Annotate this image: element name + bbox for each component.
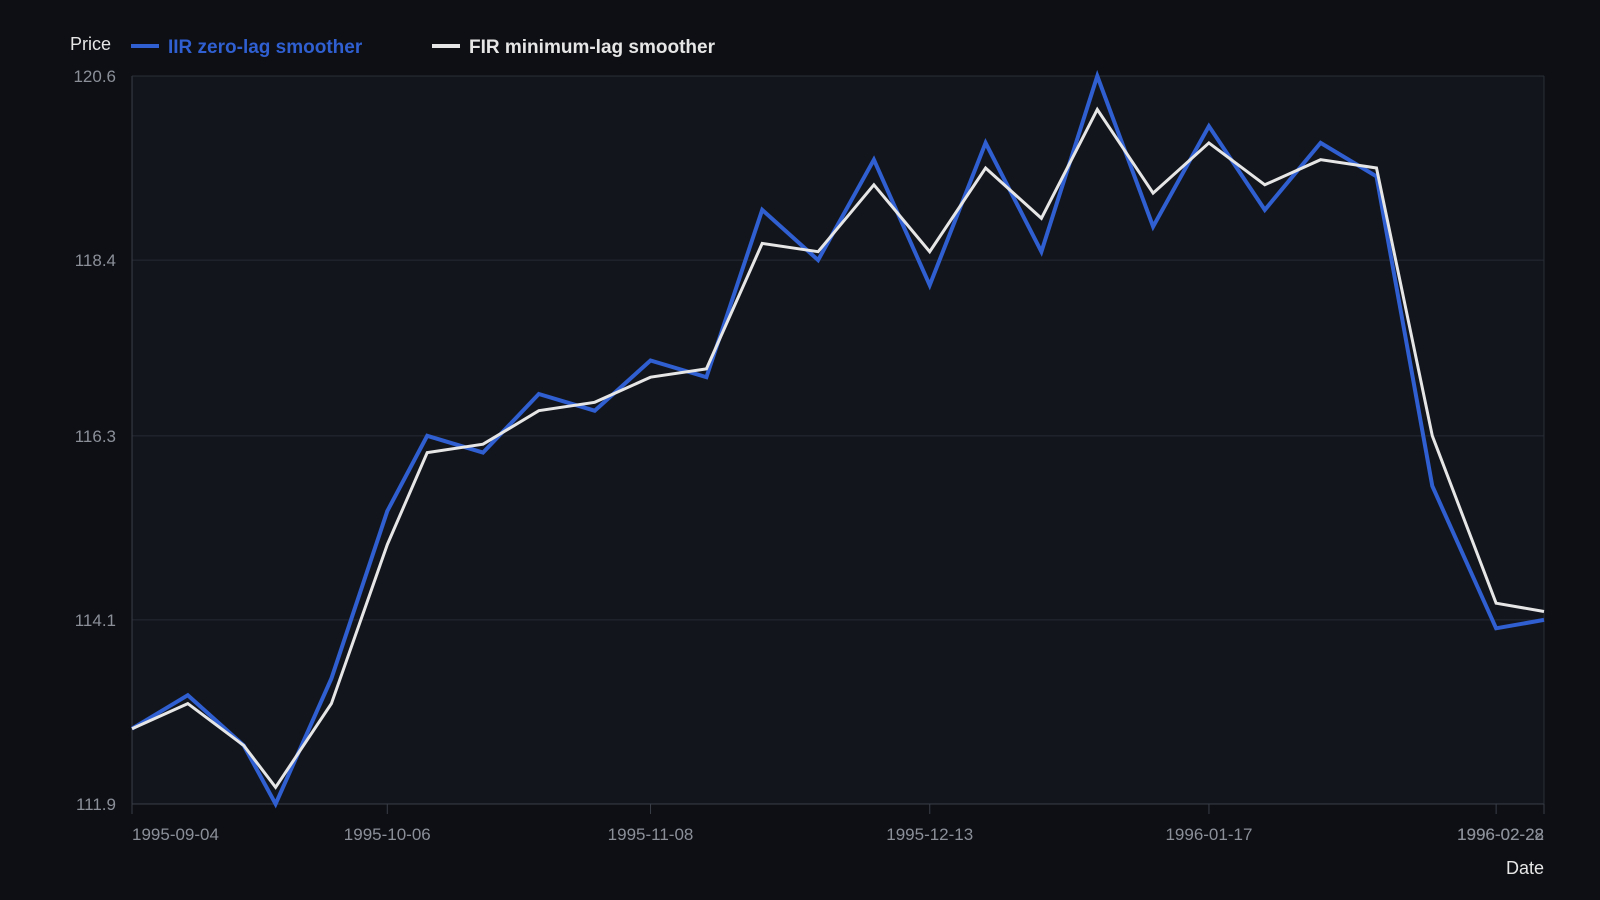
legend-entry-iir: IIR zero-lag smoother [168,37,363,58]
y-tick-label: 116.3 [75,427,116,446]
x-tick-label: 1996-02-28 [1457,825,1544,844]
series [130,69,1545,809]
series-line-fir [131,106,1545,790]
plot-area [132,76,1544,804]
axes [131,75,1545,805]
y-axis-label: Price [70,34,111,54]
x-tick-label: 1995-12-13 [886,825,973,844]
series-line-iir [130,69,1545,809]
y-tick-label: 114.1 [75,611,116,630]
x-tick-label: 1996-02-22 [1457,825,1544,844]
y-tick-label: 118.4 [75,251,116,270]
legend-entry-fir: FIR minimum-lag smoother [469,37,716,58]
x-axis-label: Date [1506,858,1544,878]
legend: IIR zero-lag smoother FIR minimum-lag sm… [131,37,716,58]
x-ticks: 1995-09-04 1995-10-06 1995-11-08 1995-12-13… [131,804,1545,844]
grid [132,259,1544,621]
x-tick-label: 1996-01-17 [1165,825,1252,844]
x-tick-label: 1995-11-08 [608,825,694,844]
x-tick-label: 1995-10-06 [344,825,431,844]
x-tick-label: 1995-09-04 [132,825,219,844]
y-ticks: 120.6 118.4 116.3 114.1 111.9 [73,67,116,814]
y-tick-label: 111.9 [76,795,116,814]
y-tick-label: 120.6 [73,67,116,86]
